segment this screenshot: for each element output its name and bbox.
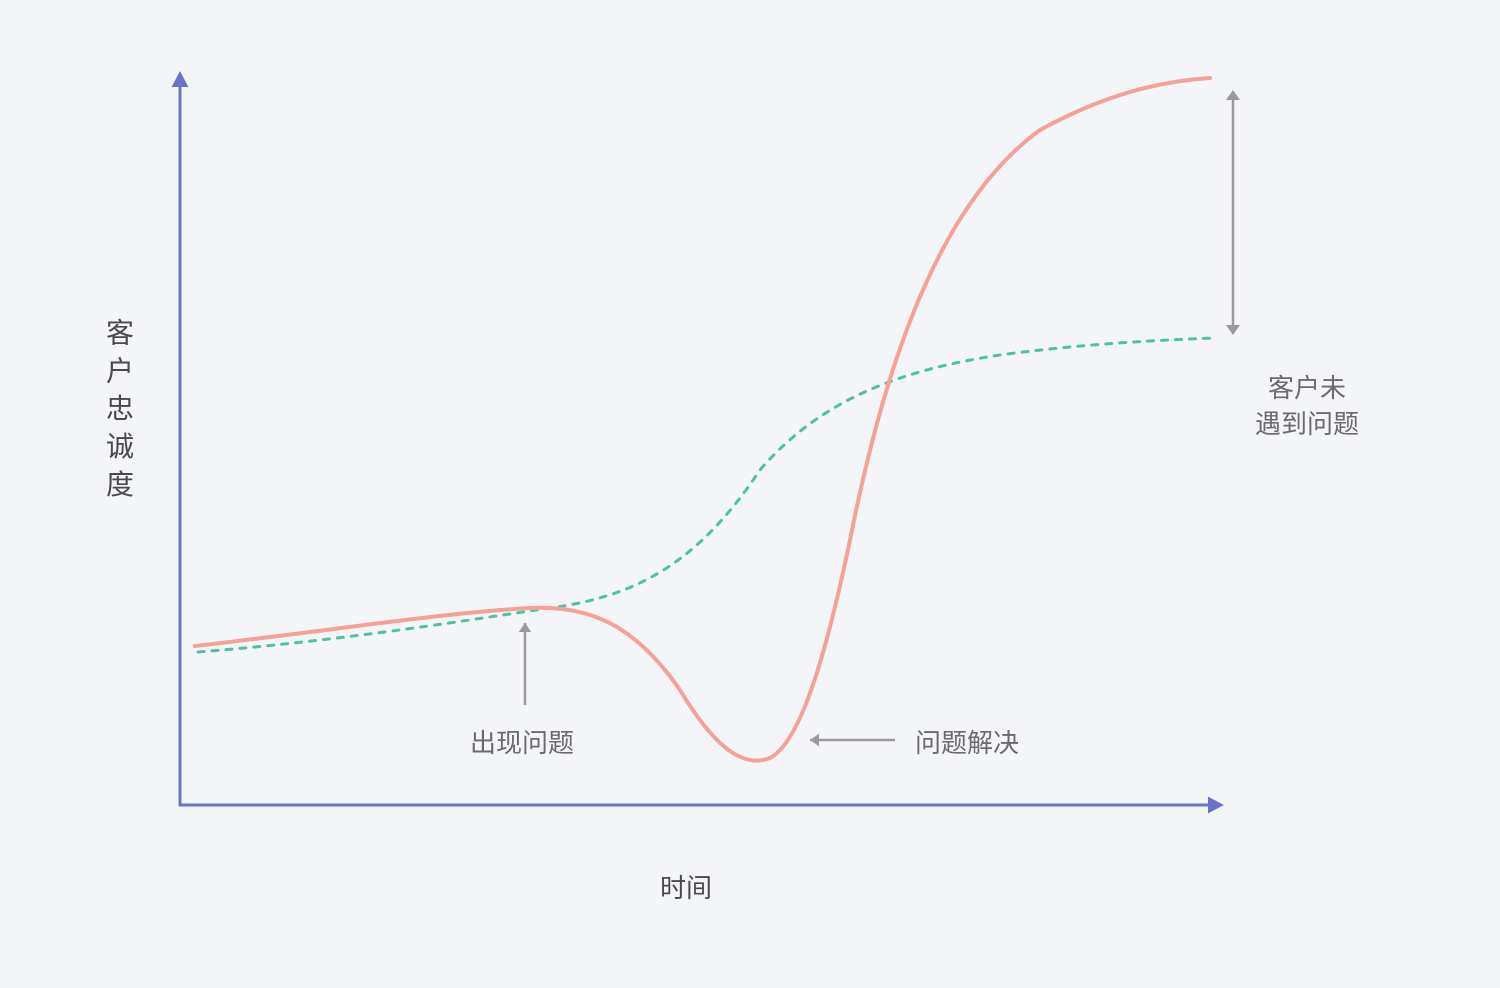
annotation-problem-occurs: 出现问题 — [470, 725, 574, 761]
y-axis-label: 客户忠诚度 — [98, 318, 138, 507]
loyalty-chart: 客户忠诚度 时间 出现问题 问题解决 客户未 遇到问题 — [0, 0, 1500, 988]
annotation-no-problem: 客户未 遇到问题 — [1255, 370, 1359, 443]
chart-svg — [0, 0, 1500, 988]
annotation-problem-resolved: 问题解决 — [915, 725, 1019, 761]
x-axis-label: 时间 — [660, 870, 712, 906]
